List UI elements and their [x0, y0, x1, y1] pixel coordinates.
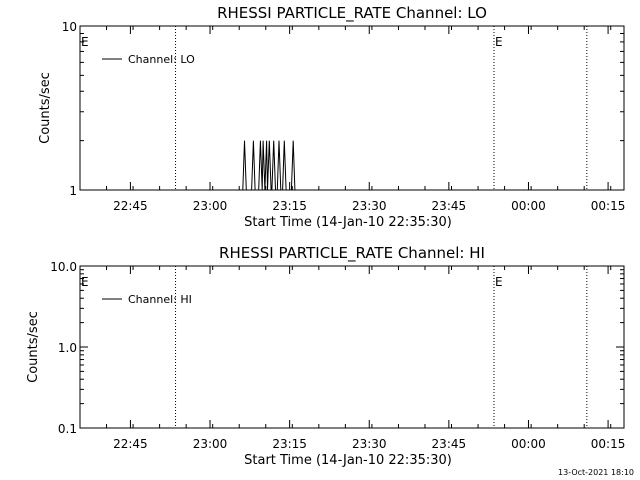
chart1-xtick-label: 00:00	[511, 199, 546, 213]
chart2-x-axis-label: Start Time (14-Jan-10 22:35:30)	[244, 453, 452, 468]
chart2-title: RHESSI PARTICLE_RATE Channel: HI	[219, 244, 485, 263]
chart2-xtick-label: 23:00	[193, 437, 228, 451]
chart2-ytick-label: 10.0	[50, 260, 77, 274]
chart2-time-marker-label: E	[495, 275, 503, 289]
chart1-time-marker-label: E	[495, 35, 503, 49]
chart1-xtick-label: 00:15	[591, 199, 626, 213]
chart2-xtick-label: 23:15	[272, 437, 307, 451]
chart1-y-axis-label: Counts/sec	[38, 72, 53, 144]
chart1-x-axis-label: Start Time (14-Jan-10 22:35:30)	[244, 215, 452, 230]
footer-timestamp: 13-Oct-2021 18:10	[558, 468, 634, 477]
chart1-xtick-label: 23:30	[352, 199, 387, 213]
chart1-xtick-label: 23:45	[432, 199, 467, 213]
chart1-ytick-label: 10	[62, 20, 77, 34]
chart1-plot-frame	[79, 25, 625, 191]
chart2-xtick-label: 00:00	[511, 437, 546, 451]
chart1-series-line	[242, 140, 297, 191]
chart1-xtick-label: 23:15	[272, 199, 307, 213]
chart2-ytick-label: 1.0	[58, 341, 77, 355]
chart1-edge-marker: E	[81, 35, 89, 49]
chart2-edge-marker: E	[81, 275, 89, 289]
chart2-plot-frame	[79, 265, 625, 429]
chart2-xtick-label: 00:15	[591, 437, 626, 451]
chart2-legend-label: Channel: HI	[128, 293, 192, 306]
chart1-ytick-label: 1	[69, 184, 77, 198]
chart1-legend-label: Channel: LO	[128, 53, 195, 66]
chart1-xtick-label: 23:00	[193, 199, 228, 213]
chart2-xtick-label: 23:30	[352, 437, 387, 451]
chart1-xtick-label: 22:45	[113, 199, 148, 213]
chart2-xtick-label: 22:45	[113, 437, 148, 451]
chart2-ytick-label: 0.1	[58, 422, 77, 436]
chart1-title: RHESSI PARTICLE_RATE Channel: LO	[217, 4, 487, 23]
chart2-xtick-label: 23:45	[432, 437, 467, 451]
chart2-y-axis-label: Counts/sec	[26, 311, 41, 383]
